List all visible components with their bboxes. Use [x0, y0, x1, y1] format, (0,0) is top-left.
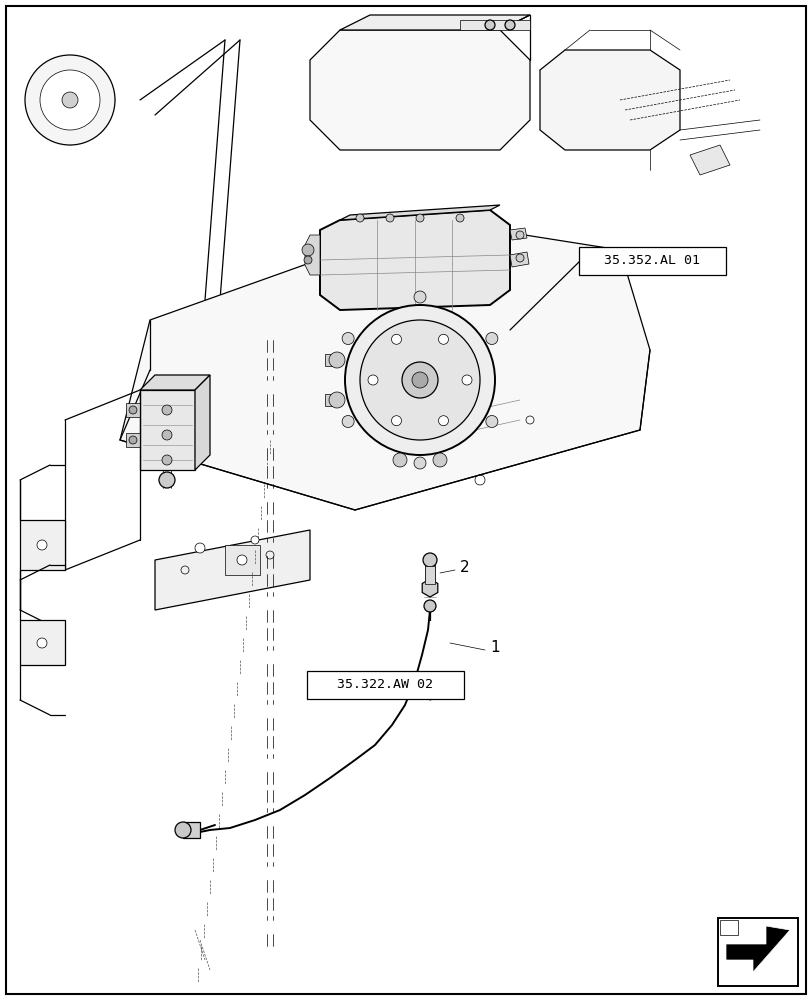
- Circle shape: [385, 214, 393, 222]
- Polygon shape: [305, 235, 320, 275]
- FancyBboxPatch shape: [578, 247, 725, 275]
- Circle shape: [355, 214, 363, 222]
- Circle shape: [414, 291, 426, 303]
- Polygon shape: [460, 20, 530, 30]
- Text: 35.352.AL 01: 35.352.AL 01: [603, 254, 700, 267]
- Circle shape: [162, 455, 172, 465]
- Text: 2: 2: [460, 560, 469, 576]
- Circle shape: [159, 472, 175, 488]
- Polygon shape: [422, 579, 437, 597]
- Circle shape: [391, 334, 401, 344]
- Circle shape: [411, 372, 427, 388]
- Circle shape: [328, 352, 345, 368]
- Bar: [424, 563, 435, 567]
- Bar: [126, 433, 139, 447]
- Bar: [225, 545, 260, 575]
- FancyBboxPatch shape: [307, 671, 463, 699]
- Circle shape: [40, 70, 100, 130]
- Circle shape: [328, 392, 345, 408]
- Circle shape: [393, 453, 406, 467]
- Circle shape: [391, 416, 401, 426]
- Circle shape: [423, 553, 436, 567]
- Circle shape: [438, 334, 448, 344]
- Circle shape: [504, 20, 514, 30]
- Circle shape: [303, 256, 311, 264]
- Polygon shape: [120, 220, 649, 510]
- Bar: [717, 918, 797, 986]
- Circle shape: [129, 406, 137, 414]
- Bar: [424, 583, 435, 587]
- Polygon shape: [139, 375, 210, 390]
- Circle shape: [484, 20, 495, 30]
- Polygon shape: [509, 252, 528, 267]
- Circle shape: [62, 92, 78, 108]
- Circle shape: [25, 55, 115, 145]
- Polygon shape: [320, 210, 509, 310]
- Circle shape: [485, 416, 497, 428]
- Polygon shape: [689, 145, 729, 175]
- Circle shape: [456, 214, 463, 222]
- Polygon shape: [20, 520, 65, 570]
- Circle shape: [237, 555, 247, 565]
- Polygon shape: [20, 620, 65, 665]
- Circle shape: [414, 457, 426, 469]
- Polygon shape: [340, 205, 500, 220]
- Polygon shape: [725, 926, 789, 978]
- Text: 1: 1: [489, 641, 499, 656]
- Circle shape: [401, 362, 437, 398]
- Circle shape: [162, 430, 172, 440]
- Circle shape: [485, 332, 497, 344]
- Circle shape: [415, 214, 423, 222]
- Bar: [424, 568, 435, 572]
- Polygon shape: [195, 375, 210, 470]
- Bar: [424, 566, 435, 584]
- Circle shape: [251, 536, 259, 544]
- Circle shape: [302, 244, 314, 256]
- Circle shape: [345, 305, 495, 455]
- Polygon shape: [509, 228, 526, 240]
- Bar: [424, 578, 435, 582]
- Bar: [126, 403, 139, 417]
- Circle shape: [438, 416, 448, 426]
- Circle shape: [432, 453, 446, 467]
- Circle shape: [37, 540, 47, 550]
- Polygon shape: [139, 390, 195, 470]
- Circle shape: [129, 436, 137, 444]
- Circle shape: [175, 822, 191, 838]
- Circle shape: [461, 375, 471, 385]
- Circle shape: [367, 375, 378, 385]
- Polygon shape: [340, 15, 530, 30]
- Polygon shape: [155, 530, 310, 610]
- Circle shape: [195, 543, 204, 553]
- Circle shape: [341, 416, 354, 428]
- Circle shape: [359, 320, 479, 440]
- Polygon shape: [539, 50, 679, 150]
- Text: 35.322.AW 02: 35.322.AW 02: [337, 678, 433, 692]
- Bar: [324, 394, 337, 406]
- Polygon shape: [310, 30, 530, 150]
- Circle shape: [515, 231, 523, 239]
- Bar: [424, 573, 435, 577]
- Circle shape: [162, 405, 172, 415]
- Circle shape: [423, 600, 436, 612]
- Polygon shape: [182, 822, 200, 838]
- Bar: [324, 354, 337, 366]
- Bar: [719, 920, 737, 935]
- Circle shape: [37, 638, 47, 648]
- Circle shape: [341, 332, 354, 344]
- Circle shape: [515, 254, 523, 262]
